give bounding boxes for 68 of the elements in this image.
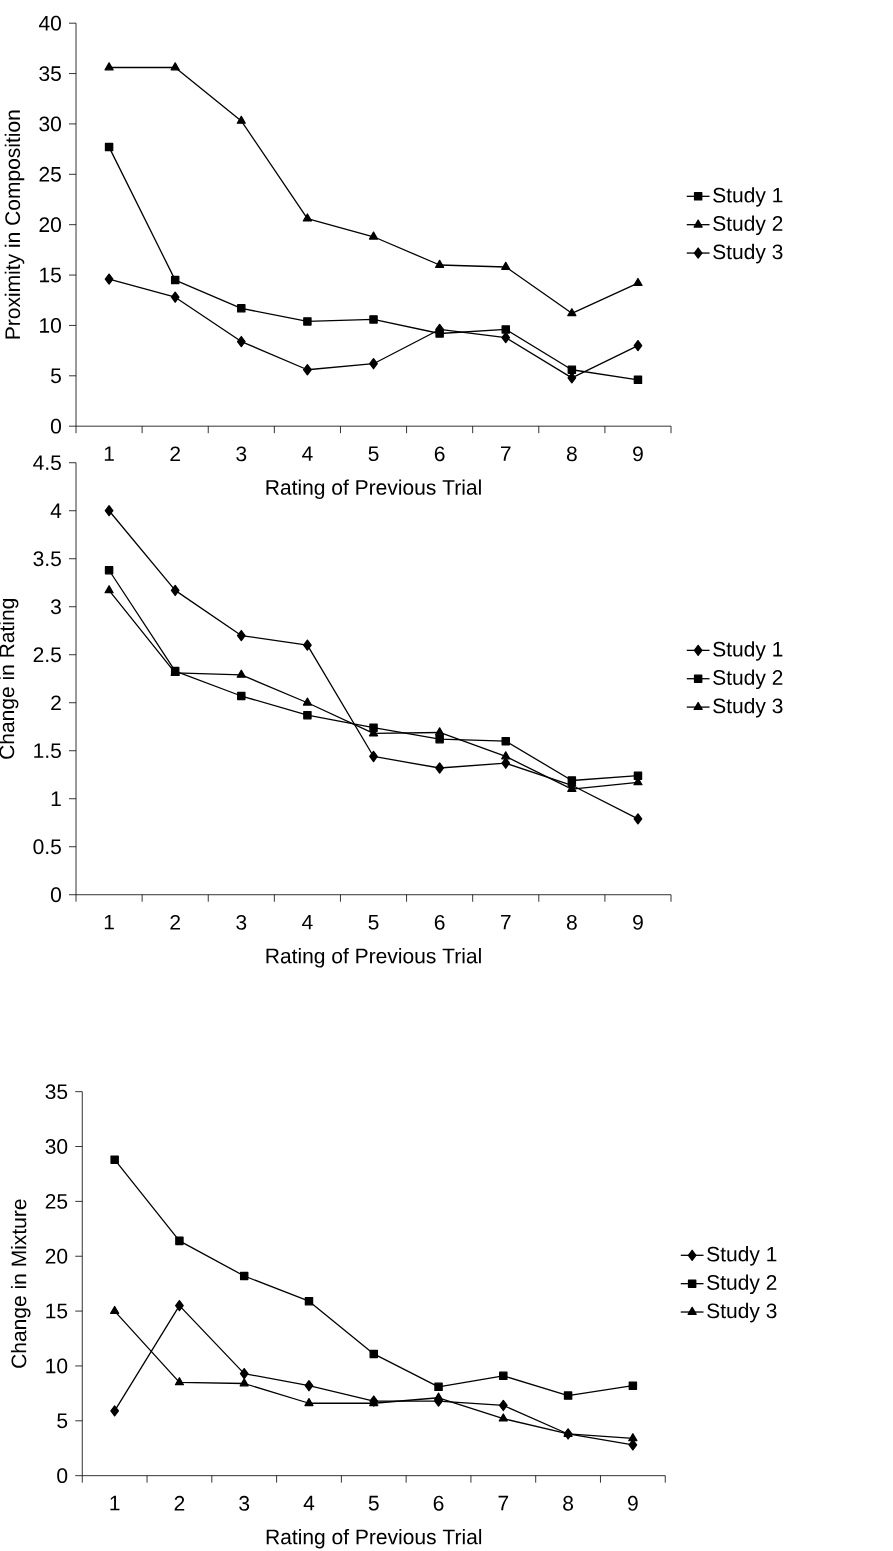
y-axis-title: Proximity in Composition (4, 110, 25, 339)
y-tick-label: 0 (57, 1468, 68, 1484)
x-tick-label: 8 (566, 446, 577, 462)
legend-label: Study 3 (707, 1302, 777, 1323)
y-tick-label: 3.5 (33, 551, 61, 567)
y-tick-label: 30 (39, 116, 61, 132)
x-tick-label: 9 (628, 1495, 638, 1511)
y-tick-label: 25 (39, 166, 61, 182)
x-tick-label: 5 (368, 1495, 379, 1511)
x-tick-label: 8 (566, 914, 577, 930)
y-tick-label: 25 (45, 1193, 68, 1209)
x-tick-label: 6 (434, 914, 445, 930)
legend-label: Study 3 (713, 697, 783, 718)
x-tick-label: 1 (104, 446, 114, 461)
x-tick-label: 4 (303, 1495, 315, 1511)
y-tick-label: 4.5 (33, 455, 61, 471)
x-tick-label: 4 (302, 914, 313, 930)
x-tick-label: 7 (500, 914, 511, 930)
x-tick-label: 3 (236, 914, 247, 930)
x-tick-label: 2 (170, 446, 180, 462)
x-tick-label: 7 (498, 1495, 509, 1511)
y-tick-label: 20 (39, 217, 61, 233)
y-tick-label: 1 (51, 791, 61, 806)
x-tick-label: 9 (633, 914, 643, 930)
x-tick-label: 1 (110, 1495, 120, 1511)
y-tick-label: 35 (39, 66, 61, 81)
x-tick-label: 7 (500, 446, 511, 461)
y-tick-label: 0 (50, 418, 61, 434)
y-tick-label: 5 (50, 368, 61, 384)
y-tick-label: 20 (45, 1248, 68, 1264)
legend-label: Study 1 (713, 187, 783, 207)
x-tick-label: 5 (368, 914, 379, 930)
y-tick-label: 30 (45, 1139, 68, 1154)
y-tick-label: 4 (50, 503, 62, 518)
y-tick-label: 0 (50, 887, 61, 903)
x-tick-label: 5 (368, 446, 379, 462)
y-axis-title: Change in Mixture (10, 1199, 31, 1368)
x-tick-label: 3 (236, 446, 247, 462)
legend-label: Study 2 (713, 669, 783, 690)
y-tick-label: 2.5 (33, 647, 61, 663)
x-tick-label: 6 (434, 446, 445, 462)
x-tick-label: 9 (633, 446, 643, 462)
y-tick-label: 5 (57, 1413, 68, 1429)
legend-label: Study 2 (713, 215, 783, 236)
x-tick-label: 8 (563, 1495, 574, 1511)
y-tick-label: 40 (38, 15, 61, 31)
y-tick-label: 10 (46, 1358, 68, 1374)
x-tick-label: 6 (433, 1495, 444, 1511)
x-axis-title: Rating of Previous Trial (266, 947, 481, 968)
x-tick-label: 3 (239, 1495, 250, 1511)
x-tick-label: 2 (170, 914, 180, 930)
y-tick-label: 0.5 (33, 839, 61, 855)
y-tick-label: 35 (45, 1084, 68, 1100)
legend-label: Study 2 (707, 1274, 777, 1295)
y-tick-label: 10 (40, 318, 61, 333)
x-tick-label: 1 (104, 914, 114, 930)
y-tick-label: 15 (46, 1303, 68, 1319)
y-tick-label: 15 (40, 267, 61, 283)
y-tick-label: 1.5 (34, 743, 61, 759)
legend-label: Study 3 (713, 243, 783, 264)
y-tick-label: 2 (51, 695, 61, 711)
x-tick-label: 4 (302, 446, 313, 461)
legend-label: Study 1 (707, 1246, 777, 1266)
legend-label: Study 1 (713, 641, 783, 661)
x-axis-title: Rating of Previous Trial (266, 1528, 482, 1549)
y-tick-label: 3 (50, 599, 61, 615)
x-axis-title: Rating of Previous Trial (266, 479, 481, 500)
x-tick-label: 2 (174, 1495, 185, 1511)
